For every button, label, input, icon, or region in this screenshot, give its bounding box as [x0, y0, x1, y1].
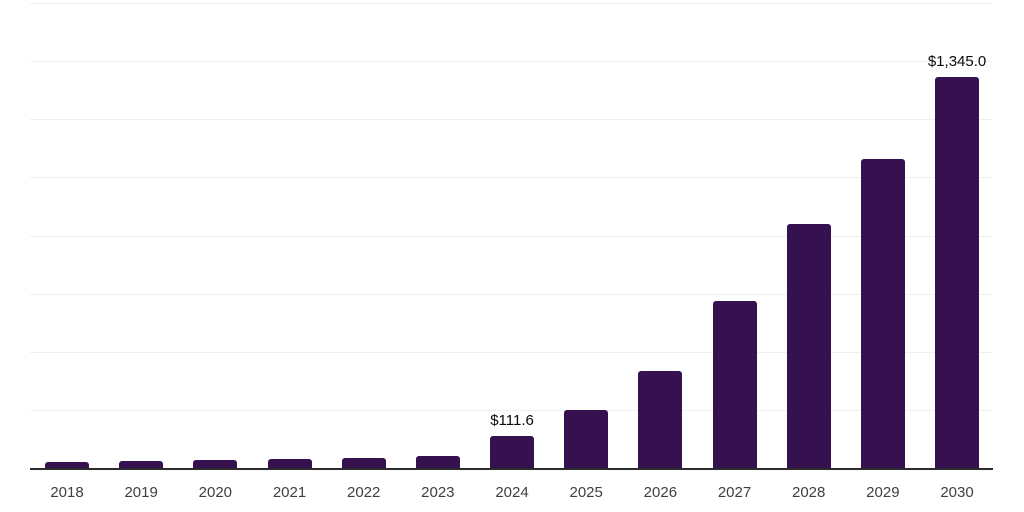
- bar-2024: [490, 435, 535, 468]
- x-tick-2021: 2021: [272, 484, 307, 501]
- bar-2023: [415, 455, 460, 468]
- gridline: [30, 351, 993, 353]
- x-tick-2022: 2022: [346, 484, 381, 501]
- gridline: [30, 293, 993, 295]
- bar-2025: [564, 409, 609, 468]
- x-tick-2025: 2025: [569, 484, 603, 501]
- x-axis: 2018 2019 2020 2021 2022 2023 2024 2025 2026 2027…: [30, 484, 993, 506]
- gridline: [30, 177, 993, 179]
- gridline: [30, 61, 993, 63]
- x-tick-2023: 2023: [421, 484, 455, 501]
- gridline: [30, 409, 993, 411]
- data-label-2024: $111.6: [490, 411, 534, 429]
- x-tick-2030: 2030: [940, 484, 974, 501]
- x-tick-2026: 2026: [643, 484, 678, 501]
- x-tick-2029: 2029: [866, 484, 900, 501]
- x-tick-2019: 2019: [124, 484, 158, 501]
- plot-area: $111.6 $1,345.0: [30, 3, 993, 470]
- x-tick-2018: 2018: [50, 484, 84, 501]
- x-tick-2028: 2028: [792, 484, 826, 501]
- x-tick-2027: 2027: [717, 484, 752, 501]
- gridline: [30, 3, 993, 4]
- bar-2030: [935, 77, 980, 468]
- bar-2019: [119, 461, 164, 468]
- x-tick-2024: 2024: [495, 484, 529, 501]
- data-label-2030: $1,345.0: [927, 53, 987, 71]
- gridline: [30, 235, 993, 237]
- bar-2027: [712, 300, 757, 468]
- x-tick-2020: 2020: [198, 484, 233, 501]
- bar-2028: [786, 223, 831, 468]
- bar-2029: [860, 158, 905, 468]
- bar-2021: [267, 459, 312, 468]
- bar-2026: [638, 370, 683, 468]
- bar-2018: [45, 462, 89, 468]
- bar-2022: [341, 457, 386, 468]
- bar-2020: [193, 459, 238, 468]
- gridline: [30, 119, 993, 121]
